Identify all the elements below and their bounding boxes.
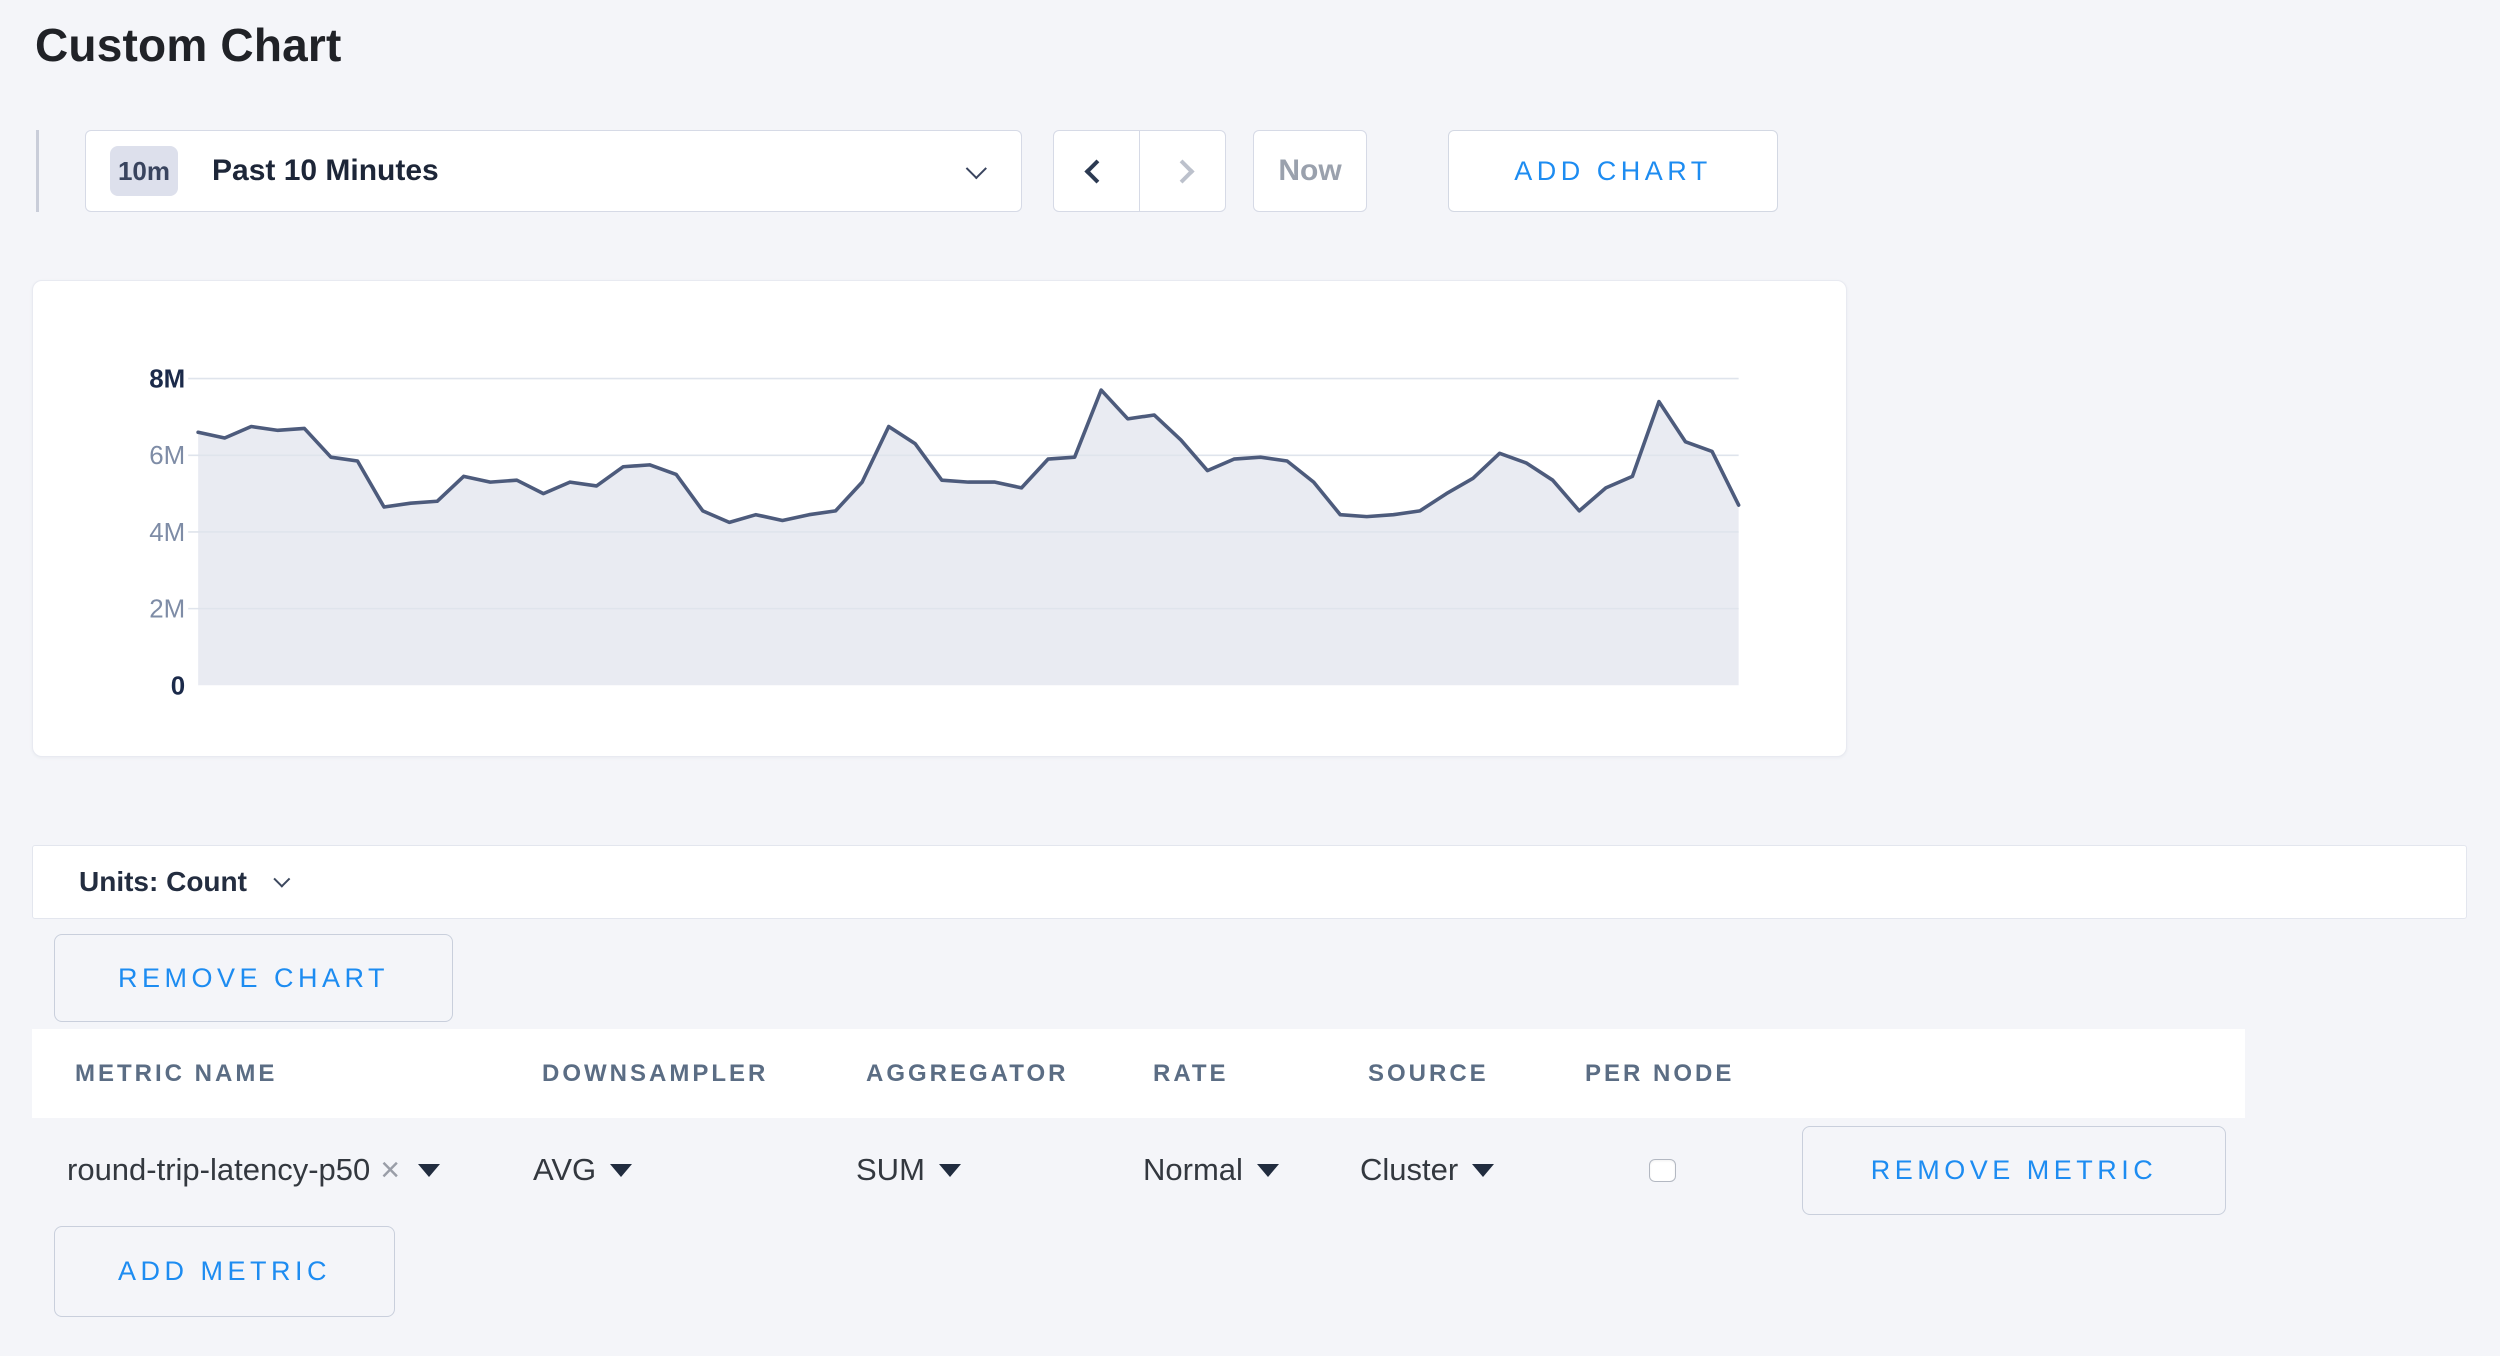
metric-chart: 02M4M6M8M22:0422:0522:0622:0722:0822:092…: [33, 281, 1846, 756]
units-label: Units: Count: [79, 866, 247, 897]
time-range-label: Past 10 Minutes: [212, 154, 439, 187]
remove-chart-button[interactable]: REMOVE CHART: [54, 934, 453, 1022]
now-button[interactable]: Now: [1253, 130, 1367, 212]
time-range-dropdown[interactable]: 10m Past 10 Minutes: [85, 130, 1022, 212]
col-header-source: SOURCE: [1368, 1059, 1489, 1087]
aggregator-value: SUM: [856, 1152, 925, 1187]
y-axis-tick-label: 6M: [149, 442, 185, 470]
caret-down-icon: [610, 1163, 633, 1177]
metrics-table-header: METRIC NAME DOWNSAMPLER AGGREGATOR RATE …: [32, 1029, 2245, 1118]
add-metric-button[interactable]: ADD METRIC: [54, 1226, 395, 1317]
units-dropdown[interactable]: Units: Count: [32, 845, 2467, 919]
source-dropdown[interactable]: Cluster: [1360, 1140, 1495, 1200]
divider: [1138, 131, 1141, 211]
prev-time-button[interactable]: [1054, 131, 1139, 211]
clear-metric-icon[interactable]: ×: [380, 1151, 401, 1189]
col-header-aggregator: AGGREGATOR: [866, 1059, 1069, 1087]
add-chart-button[interactable]: ADD CHART: [1448, 130, 1778, 212]
metric-name-value: round-trip-latency-p50: [67, 1152, 371, 1187]
y-axis-tick-label: 2M: [149, 596, 185, 624]
col-header-metric-name: METRIC NAME: [75, 1059, 278, 1087]
chevron-down-icon: [273, 870, 291, 888]
remove-metric-button[interactable]: REMOVE METRIC: [1802, 1126, 2226, 1215]
chart-svg: 02M4M6M8M22:0422:0522:0622:0722:0822:092…: [149, 366, 1741, 700]
chevron-left-icon: [1084, 158, 1109, 184]
caret-down-icon: [1472, 1163, 1495, 1177]
downsampler-value: AVG: [533, 1152, 597, 1187]
caret-down-icon: [938, 1163, 961, 1177]
metric-chart-card: 02M4M6M8M22:0422:0522:0622:0722:0822:092…: [32, 280, 1847, 757]
time-nav-group: [1053, 130, 1226, 212]
downsampler-dropdown[interactable]: AVG: [533, 1140, 633, 1200]
rate-value: Normal: [1143, 1152, 1243, 1187]
col-header-per-node: PER NODE: [1585, 1059, 1735, 1087]
y-axis-tick-label: 4M: [149, 519, 185, 547]
caret-down-icon: [418, 1163, 441, 1177]
col-header-downsampler: DOWNSAMPLER: [542, 1059, 769, 1087]
aggregator-dropdown[interactable]: SUM: [856, 1140, 961, 1200]
rate-dropdown[interactable]: Normal: [1143, 1140, 1279, 1200]
per-node-checkbox[interactable]: [1649, 1159, 1676, 1182]
col-header-rate: RATE: [1153, 1059, 1229, 1087]
metric-name-dropdown[interactable]: round-trip-latency-p50 ×: [67, 1140, 441, 1200]
chart-area-fill: [198, 390, 1739, 686]
chart-series-line: [196, 388, 1741, 525]
page-title: Custom Chart: [35, 19, 342, 71]
y-axis-tick-label: 8M: [149, 366, 185, 394]
caret-down-icon: [1256, 1163, 1279, 1177]
chevron-right-icon: [1170, 158, 1195, 184]
time-window-accent-line: [36, 130, 39, 212]
chevron-down-icon: [965, 157, 987, 179]
y-axis-tick-label: 0: [171, 672, 185, 700]
source-value: Cluster: [1360, 1152, 1459, 1187]
time-range-badge: 10m: [110, 146, 178, 196]
next-time-button[interactable]: [1140, 131, 1225, 211]
